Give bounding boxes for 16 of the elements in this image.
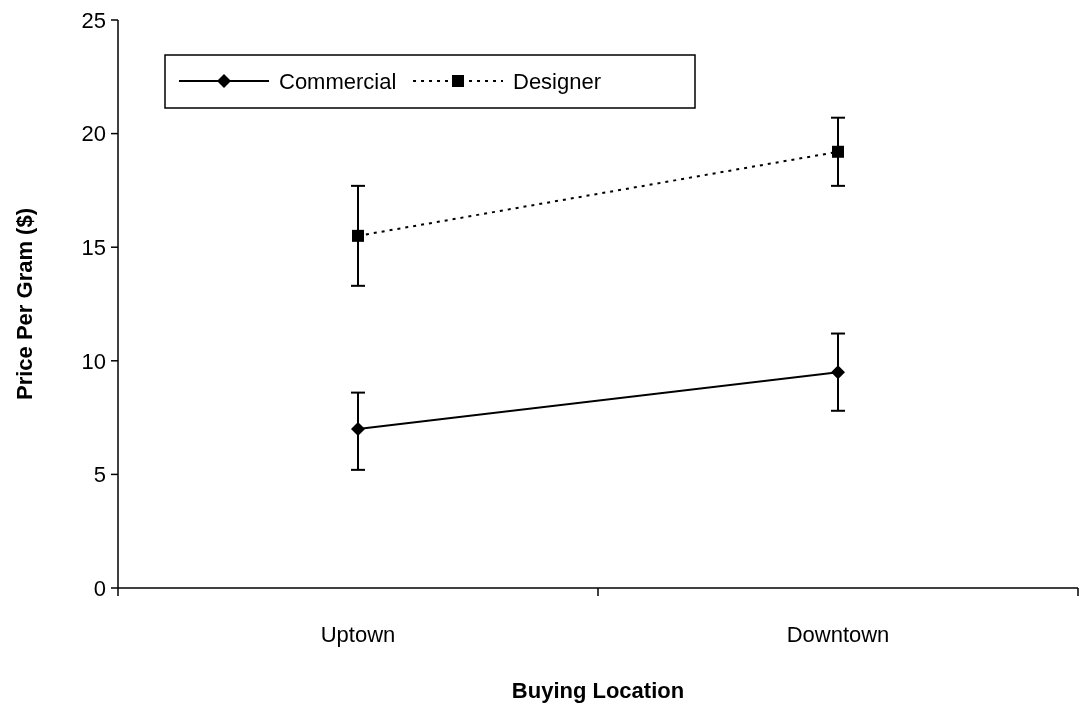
x-axis-title: Buying Location [511, 678, 685, 703]
y-tick-label: 0 [93, 575, 106, 601]
point [351, 421, 365, 436]
legend-label: Designer [513, 68, 602, 94]
y-tick-label: 10 [81, 348, 106, 374]
y-axis-title: Price Per Gram ($) [12, 208, 37, 400]
point [352, 229, 364, 242]
legend-label: Commercial [279, 68, 397, 94]
y-tick-label: 15 [81, 234, 106, 260]
y-tick-label: 25 [81, 7, 106, 33]
point [831, 365, 845, 380]
x-tick-label: Downtown [786, 622, 890, 647]
point [832, 145, 844, 158]
y-tick-label: 20 [81, 121, 106, 147]
x-tick-label: Uptown [320, 622, 396, 647]
y-tick-label: 5 [93, 462, 106, 488]
